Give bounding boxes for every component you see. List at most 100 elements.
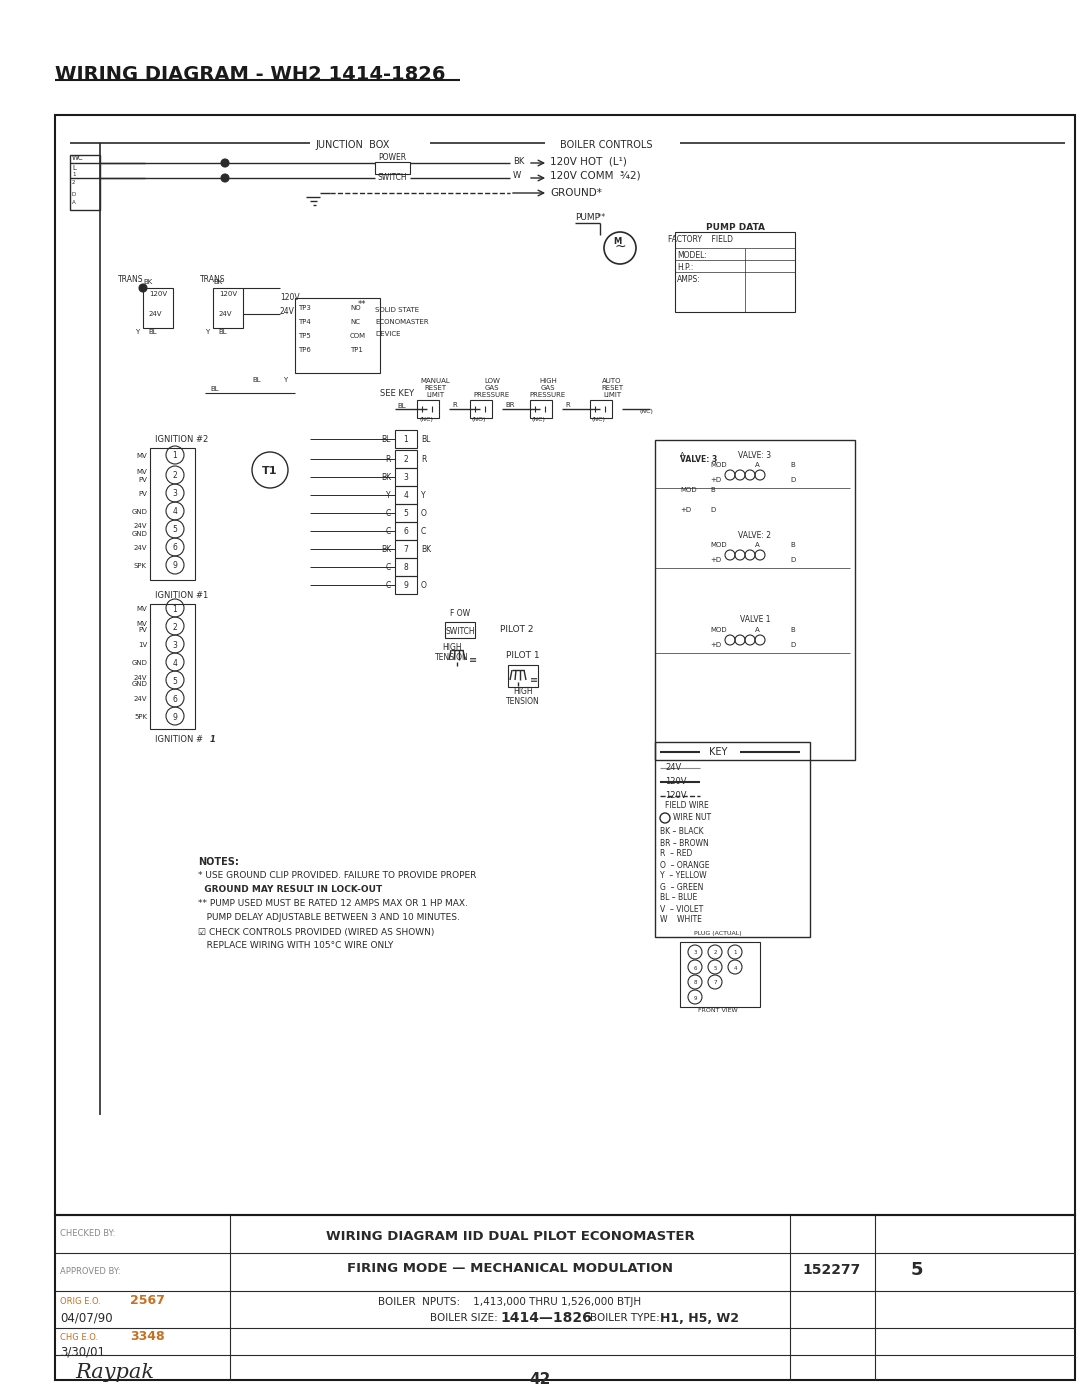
Text: 9: 9 (173, 562, 177, 570)
Text: BL: BL (210, 386, 218, 393)
Text: Y: Y (135, 330, 139, 335)
Text: ECONOMASTER: ECONOMASTER (375, 319, 429, 326)
Text: 7: 7 (404, 545, 408, 553)
Text: 120V: 120V (149, 291, 167, 298)
Text: +D: +D (710, 643, 721, 648)
Text: TENSION: TENSION (435, 654, 469, 662)
Text: BL: BL (252, 377, 260, 383)
Text: A: A (755, 627, 759, 633)
Text: B: B (789, 462, 795, 468)
Text: PV: PV (138, 490, 147, 497)
Text: 8: 8 (693, 981, 697, 985)
Text: 120V HOT  (L¹): 120V HOT (L¹) (550, 156, 626, 166)
Text: D: D (789, 643, 795, 648)
Text: 1: 1 (173, 451, 177, 461)
Text: (NC): (NC) (592, 418, 606, 422)
Text: 24V: 24V (219, 312, 232, 317)
Text: 4: 4 (173, 507, 177, 517)
Text: MOD: MOD (710, 462, 727, 468)
Bar (395, 522, 417, 541)
Text: A: A (72, 201, 76, 205)
Text: PUMP DATA: PUMP DATA (705, 222, 765, 232)
Text: B: B (710, 488, 715, 493)
Text: D: D (72, 193, 77, 197)
Text: BK: BK (213, 279, 222, 285)
Text: 24V: 24V (134, 696, 147, 703)
Text: TRANS: TRANS (200, 275, 226, 285)
Text: 6: 6 (404, 527, 408, 535)
Text: SWITCH: SWITCH (377, 173, 407, 183)
Text: AUTO
RESET
LIMIT: AUTO RESET LIMIT (600, 379, 623, 398)
Text: 5: 5 (713, 965, 717, 971)
Text: PUMP: PUMP (575, 214, 600, 222)
Text: BL: BL (218, 330, 227, 335)
Text: MOD: MOD (680, 488, 697, 493)
Text: 5: 5 (404, 509, 408, 517)
Bar (55, 115, 1075, 1215)
Text: Y  – YELLOW: Y – YELLOW (660, 872, 706, 880)
Text: BL – BLUE: BL – BLUE (660, 894, 698, 902)
Text: BOILER SIZE:: BOILER SIZE: (430, 1313, 498, 1323)
Text: L: L (72, 165, 76, 170)
Text: H1, H5, W2: H1, H5, W2 (660, 1312, 739, 1324)
Text: ≡: ≡ (469, 655, 477, 665)
Text: FACTORY    FIELD: FACTORY FIELD (667, 236, 732, 244)
Text: M: M (612, 237, 621, 246)
Circle shape (221, 175, 229, 182)
Text: +D: +D (710, 557, 721, 563)
Text: Y: Y (283, 377, 287, 383)
Text: TP1: TP1 (350, 346, 363, 353)
Text: 2: 2 (404, 454, 408, 464)
Text: C: C (421, 527, 427, 535)
Bar (143, 288, 173, 328)
Text: 5: 5 (173, 525, 177, 535)
Text: PILOT 1: PILOT 1 (507, 651, 540, 659)
Text: BK – BLACK: BK – BLACK (660, 827, 704, 837)
Text: 9: 9 (404, 581, 408, 590)
Text: FIRING MODE — MECHANICAL MODULATION: FIRING MODE — MECHANICAL MODULATION (347, 1263, 673, 1275)
Text: WIRING DIAGRAM IID DUAL PILOT ECONOMASTER: WIRING DIAGRAM IID DUAL PILOT ECONOMASTE… (326, 1231, 694, 1243)
Bar (55, 1215, 1075, 1380)
Text: 3: 3 (173, 489, 177, 499)
Text: 24V: 24V (134, 545, 147, 550)
Bar (530, 400, 552, 418)
Text: 3: 3 (693, 950, 697, 956)
Text: WIRING DIAGRAM - WH2 1414-1826: WIRING DIAGRAM - WH2 1414-1826 (55, 66, 446, 84)
Text: TP6: TP6 (298, 346, 311, 353)
Text: FRONT VIEW: FRONT VIEW (698, 1007, 738, 1013)
Text: 1414—1826: 1414—1826 (500, 1310, 592, 1324)
Bar (150, 448, 195, 580)
Text: (NO): (NO) (472, 418, 486, 422)
Text: MODEL:: MODEL: (677, 251, 707, 260)
Circle shape (139, 284, 147, 292)
Text: 1: 1 (210, 735, 216, 745)
Text: A: A (755, 542, 759, 548)
Text: PILOT 2: PILOT 2 (500, 626, 534, 634)
Text: 24V
GND: 24V GND (131, 675, 147, 687)
Text: WIRE NUT: WIRE NUT (673, 813, 711, 823)
Text: ☑ CHECK CONTROLS PROVIDED (WIRED AS SHOWN): ☑ CHECK CONTROLS PROVIDED (WIRED AS SHOW… (198, 928, 434, 936)
Text: MV: MV (136, 606, 147, 612)
Text: C: C (386, 527, 391, 535)
Text: SPK: SPK (134, 563, 147, 569)
Text: VALVE: 3: VALVE: 3 (680, 455, 717, 464)
Text: BK: BK (143, 279, 152, 285)
Bar (395, 504, 417, 522)
Text: C: C (386, 581, 391, 590)
Text: SOLID STATE: SOLID STATE (375, 307, 419, 313)
Text: SEE KEY: SEE KEY (380, 388, 414, 398)
Text: 9: 9 (693, 996, 697, 1000)
Text: CHG E.O.: CHG E.O. (60, 1333, 98, 1341)
Bar (417, 400, 438, 418)
Text: * USE GROUND CLIP PROVIDED. FAILURE TO PROVIDE PROPER: * USE GROUND CLIP PROVIDED. FAILURE TO P… (198, 872, 476, 880)
Text: W: W (513, 172, 522, 180)
Text: **: ** (595, 214, 605, 222)
Text: BK: BK (421, 545, 431, 553)
Text: Y: Y (205, 330, 210, 335)
Text: MOD: MOD (710, 542, 727, 548)
Text: ORIG E.O.: ORIG E.O. (60, 1296, 100, 1306)
Text: R: R (453, 402, 457, 408)
Text: 2: 2 (72, 179, 76, 184)
Text: 1: 1 (404, 434, 408, 443)
Text: NO: NO (350, 305, 361, 312)
